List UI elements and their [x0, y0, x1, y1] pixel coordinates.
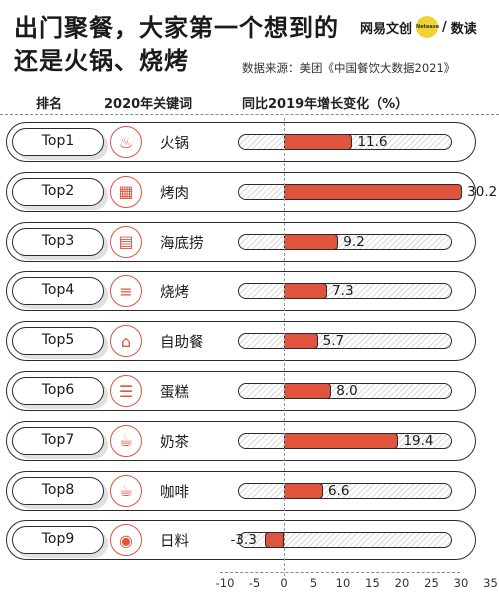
keyword-label: 海底捞 [160, 235, 204, 252]
keyword-label: 奶茶 [160, 434, 189, 451]
coffee-icon: ☕ [110, 474, 142, 507]
milk-tea-icon: ☕ [110, 424, 142, 457]
rank-pill: Top2 [12, 177, 104, 206]
bar-track [238, 333, 452, 350]
bar [284, 233, 339, 250]
coffee-icon-glyph: ☕ [118, 481, 134, 501]
x-tick-label: 30 [453, 576, 469, 590]
keyword-label: 自助餐 [160, 335, 204, 352]
haidilao-icon-glyph: ▤ [118, 232, 134, 252]
data-source: 数据来源：美团《中国餐饮大数据2021》 [242, 61, 456, 75]
column-header-keyword: 2020年关键词 [104, 97, 193, 112]
x-tick-label: 5 [309, 576, 318, 590]
bar [264, 532, 284, 549]
x-tick-label: 0 [280, 576, 288, 590]
rank-pill: Top3 [12, 227, 104, 256]
rank-pill: Top7 [12, 426, 104, 455]
skewer-icon-glyph: ≡ [119, 281, 133, 301]
axis-rule [220, 572, 460, 573]
haidilao-icon: ▤ [110, 225, 142, 258]
rank-pill: Top9 [12, 526, 104, 555]
hotpot-icon: ♨ [110, 126, 142, 158]
keyword-label: 烧烤 [160, 285, 189, 302]
buffet-icon: ⌂ [110, 325, 142, 358]
rank-pill: Top6 [12, 377, 104, 405]
bar [284, 134, 353, 150]
sushi-icon-glyph: ◉ [119, 530, 133, 550]
value-label: 6.6 [327, 482, 350, 499]
zero-line [284, 118, 285, 576]
cake-icon: ☰ [110, 375, 142, 407]
bar [284, 283, 328, 300]
rank-pill: Top5 [12, 327, 104, 356]
rank-pill: Top1 [12, 128, 104, 156]
bar [284, 383, 332, 399]
milk-tea-icon-glyph: ☕ [118, 431, 134, 451]
value-label: 11.6 [357, 134, 388, 150]
value-label: 30.2 [467, 183, 498, 200]
keyword-label: 咖啡 [160, 484, 189, 501]
x-tick-label: 15 [365, 576, 380, 590]
chart-title: 出门聚餐，大家第一个想到的 还是火锅、烧烤 [14, 12, 339, 78]
header-rule [0, 114, 499, 115]
value-label: -3.3 [230, 532, 257, 549]
buffet-icon-glyph: ⌂ [120, 331, 132, 351]
title-line-1: 出门聚餐，大家第一个想到的 [14, 14, 339, 42]
keyword-label: 日料 [160, 534, 189, 551]
bbq-meat-icon-glyph: ▦ [118, 182, 134, 202]
brand-separator: / [442, 19, 447, 35]
value-label: 19.4 [403, 432, 434, 449]
x-tick-label: 25 [424, 576, 439, 590]
skewer-icon: ≡ [110, 275, 142, 308]
x-tick-label: 20 [394, 576, 410, 590]
x-tick-label: -10 [215, 576, 235, 590]
cake-icon-glyph: ☰ [118, 381, 134, 401]
rank-pill: Top8 [12, 476, 104, 505]
value-label: 8.0 [336, 383, 358, 399]
value-label: 9.2 [343, 233, 365, 250]
x-tick-label: 10 [335, 576, 351, 590]
brand-name: 网易文创 [360, 21, 413, 37]
brand-section: 数读 [450, 21, 477, 37]
bbq-meat-icon: ▦ [110, 175, 142, 208]
bar [284, 432, 399, 449]
x-tick-label: 35 [483, 576, 498, 590]
brand-badge: Netease [416, 16, 439, 38]
sushi-icon: ◉ [110, 524, 142, 557]
keyword-label: 蛋糕 [160, 385, 189, 401]
bar [284, 482, 323, 499]
title-line-2: 还是火锅、烧烤 [14, 47, 189, 75]
column-header-rank: 排名 [36, 97, 63, 112]
keyword-label: 烤肉 [160, 185, 189, 202]
bar [284, 183, 463, 200]
hotpot-icon-glyph: ♨ [118, 132, 134, 152]
value-label: 7.3 [332, 283, 354, 300]
keyword-label: 火锅 [160, 136, 189, 152]
bar [284, 333, 318, 350]
x-tick-label: -5 [248, 576, 261, 590]
bar-track [238, 532, 452, 549]
rank-pill: Top4 [12, 277, 104, 306]
value-label: 5.7 [322, 333, 345, 350]
brand-logo: 网易文创 Netease / 数读 [360, 16, 477, 38]
column-header-growth: 同比2019年增长变化（%） [242, 97, 409, 112]
